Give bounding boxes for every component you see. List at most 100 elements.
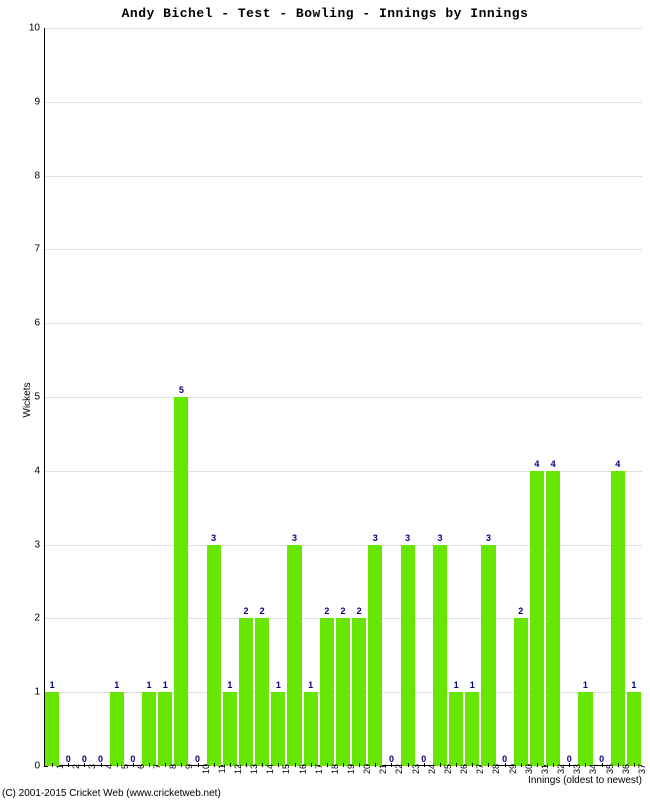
y-tick-label: 4 xyxy=(16,465,40,476)
y-tick-mark xyxy=(44,766,48,767)
x-tick-label: 20 xyxy=(362,764,372,774)
bar xyxy=(352,618,366,766)
bar xyxy=(433,545,447,766)
y-tick-label: 2 xyxy=(16,613,40,624)
x-tick-label: 35 xyxy=(605,764,615,774)
x-tick-mark xyxy=(440,763,441,767)
bar xyxy=(368,545,382,766)
bar xyxy=(255,618,269,766)
bar xyxy=(271,692,285,766)
bar-value-label: 1 xyxy=(163,680,168,690)
x-tick-label: 32 xyxy=(556,764,566,774)
bar xyxy=(578,692,592,766)
bar-value-label: 1 xyxy=(631,680,636,690)
x-tick-mark xyxy=(149,763,150,767)
x-tick-label: 5 xyxy=(120,764,130,769)
x-tick-label: 16 xyxy=(298,764,308,774)
bar xyxy=(207,545,221,766)
x-tick-label: 8 xyxy=(168,764,178,769)
y-tick-label: 9 xyxy=(16,96,40,107)
bar xyxy=(45,692,59,766)
x-tick-label: 28 xyxy=(491,764,501,774)
bar-value-label: 2 xyxy=(244,606,249,616)
x-tick-label: 11 xyxy=(217,764,227,773)
x-tick-label: 19 xyxy=(346,764,356,774)
bar xyxy=(336,618,350,766)
bar xyxy=(158,692,172,766)
bar-value-label: 3 xyxy=(292,533,297,543)
x-tick-label: 24 xyxy=(427,764,437,774)
bar xyxy=(465,692,479,766)
y-tick-label: 10 xyxy=(16,23,40,34)
bar-value-label: 2 xyxy=(324,606,329,616)
x-tick-mark xyxy=(585,763,586,767)
bar xyxy=(320,618,334,766)
bar-value-label: 4 xyxy=(551,459,556,469)
x-tick-label: 21 xyxy=(378,764,388,774)
bar-value-label: 4 xyxy=(615,459,620,469)
bar xyxy=(546,471,560,766)
x-tick-mark xyxy=(553,763,554,767)
x-tick-label: 2 xyxy=(71,764,81,769)
x-tick-mark xyxy=(68,763,69,767)
x-tick-mark xyxy=(327,763,328,767)
x-tick-label: 9 xyxy=(184,764,194,769)
x-tick-mark xyxy=(84,763,85,767)
gridline xyxy=(45,397,642,398)
x-tick-label: 25 xyxy=(443,764,453,774)
x-tick-mark xyxy=(408,763,409,767)
x-tick-label: 27 xyxy=(475,764,485,774)
x-tick-label: 14 xyxy=(265,764,275,774)
bar-value-label: 2 xyxy=(357,606,362,616)
x-tick-label: 34 xyxy=(588,764,598,774)
x-tick-label: 10 xyxy=(201,764,211,774)
bar xyxy=(287,545,301,766)
bar-value-label: 1 xyxy=(227,680,232,690)
bar-value-label: 1 xyxy=(114,680,119,690)
bar xyxy=(304,692,318,766)
x-tick-mark xyxy=(278,763,279,767)
y-tick-label: 5 xyxy=(16,392,40,403)
x-tick-label: 1 xyxy=(55,764,65,769)
bar xyxy=(239,618,253,766)
bar-value-label: 1 xyxy=(308,680,313,690)
bar-value-label: 1 xyxy=(276,680,281,690)
x-tick-mark xyxy=(101,763,102,767)
x-tick-mark xyxy=(602,763,603,767)
x-tick-mark xyxy=(521,763,522,767)
bar-value-label: 3 xyxy=(437,533,442,543)
x-tick-mark xyxy=(133,763,134,767)
x-tick-mark xyxy=(505,763,506,767)
bar-value-label: 1 xyxy=(583,680,588,690)
bar xyxy=(611,471,625,766)
x-tick-mark xyxy=(230,763,231,767)
bar xyxy=(481,545,495,766)
bar-value-label: 3 xyxy=(486,533,491,543)
x-tick-mark xyxy=(569,763,570,767)
bar-value-label: 4 xyxy=(534,459,539,469)
x-tick-label: 12 xyxy=(233,764,243,774)
x-tick-label: 26 xyxy=(459,764,469,774)
bar xyxy=(142,692,156,766)
chart-container: Andy Bichel - Test - Bowling - Innings b… xyxy=(0,0,650,800)
x-tick-label: 31 xyxy=(540,764,550,774)
y-tick-label: 6 xyxy=(16,318,40,329)
bar-value-label: 2 xyxy=(340,606,345,616)
x-tick-label: 15 xyxy=(281,764,291,774)
x-tick-label: 7 xyxy=(152,764,162,769)
bar xyxy=(449,692,463,766)
bar-value-label: 3 xyxy=(373,533,378,543)
x-tick-mark xyxy=(311,763,312,767)
y-tick-label: 8 xyxy=(16,170,40,181)
x-tick-mark xyxy=(117,763,118,767)
bar-value-label: 2 xyxy=(260,606,265,616)
bar-value-label: 2 xyxy=(518,606,523,616)
bar xyxy=(401,545,415,766)
y-tick-label: 7 xyxy=(16,244,40,255)
x-tick-mark xyxy=(472,763,473,767)
gridline xyxy=(45,102,642,103)
x-tick-mark xyxy=(359,763,360,767)
x-tick-label: 18 xyxy=(330,764,340,774)
x-tick-label: 36 xyxy=(621,764,631,774)
x-tick-mark xyxy=(424,763,425,767)
